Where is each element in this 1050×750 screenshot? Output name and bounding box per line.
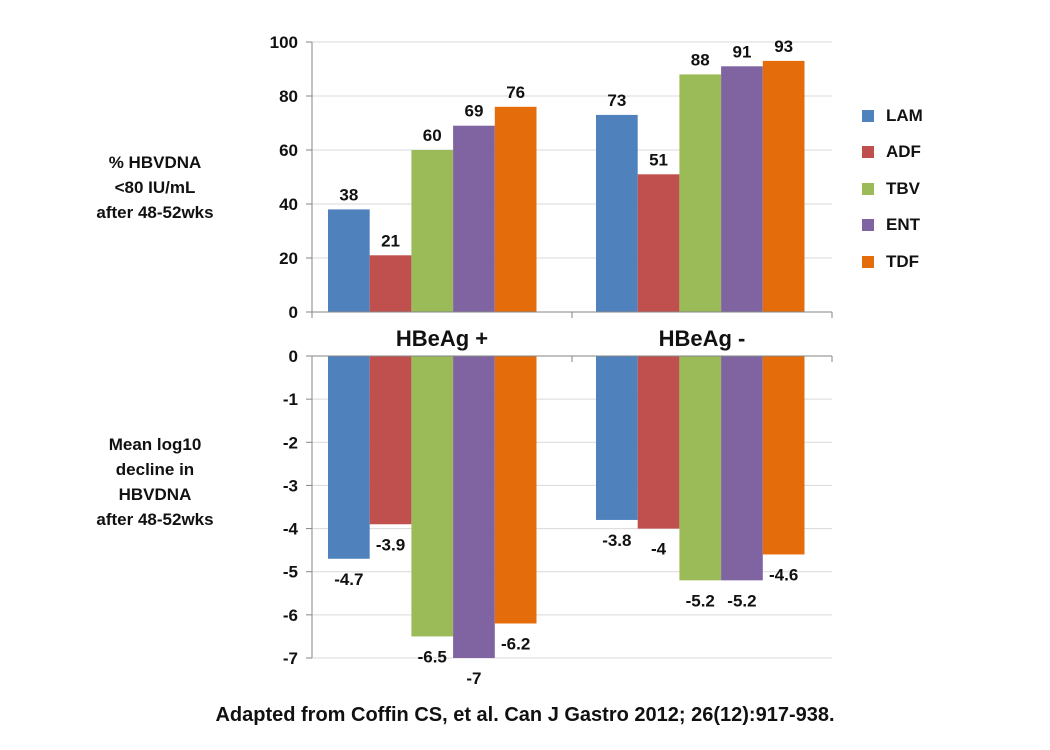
top-data-label: 38 [339, 185, 358, 204]
legend-swatch-adf [862, 146, 874, 158]
bottom-bar-tdf [494, 356, 537, 624]
bottom-data-label: -6.5 [418, 647, 447, 666]
bottom-bar-tbv [411, 356, 454, 637]
top-y-axis-title: % HBVDNA <80 IU/mL after 48-52wks [55, 150, 255, 225]
bottom-bar-lam [328, 356, 370, 559]
bottom-bar-tbv [679, 356, 722, 581]
legend-label-adf: ADF [886, 142, 921, 161]
top-y-axis-title-line: % HBVDNA [108, 153, 202, 172]
top-data-label: 88 [691, 50, 710, 69]
top-bar-lam [596, 114, 638, 313]
top-y-tick-label: 0 [289, 303, 298, 322]
top-data-label: 51 [649, 150, 668, 169]
top-bar-tbv [679, 74, 722, 313]
bottom-y-tick-label: -2 [283, 433, 298, 452]
bottom-data-label: -5.2 [686, 591, 715, 610]
top-bar-tbv [411, 150, 454, 312]
category-label: HBeAg + [396, 326, 488, 351]
top-bar-lam [328, 209, 370, 312]
top-y-tick-label: 60 [279, 141, 298, 160]
bottom-y-tick-label: -1 [283, 390, 298, 409]
bottom-y-axis-title-line: decline in [115, 460, 195, 479]
legend-swatch-ent [862, 219, 874, 231]
bottom-data-label: -4.6 [769, 565, 798, 584]
top-y-tick-label: 80 [279, 87, 298, 106]
top-bar-ent [453, 125, 495, 312]
top-data-label: 76 [506, 83, 525, 102]
top-y-tick-label: 100 [270, 33, 298, 52]
legend-label-tdf: TDF [886, 251, 920, 271]
legend-item-tbv: TBV [862, 178, 923, 199]
legend-item-adf: ADF [862, 142, 923, 163]
bottom-y-tick-label: 0 [289, 347, 298, 366]
bottom-data-label: -7 [466, 669, 481, 688]
bottom-bar-lam [596, 356, 638, 520]
top-y-axis-title-line: after 48-52wks [96, 203, 214, 222]
top-data-label: 73 [607, 91, 626, 110]
top-y-tick-label: 40 [279, 195, 298, 214]
legend-swatch-tbv [862, 182, 874, 195]
bottom-bar-ent [453, 356, 495, 658]
bottom-y-tick-label: -4 [283, 520, 299, 539]
legend-item-tdf: TDF [862, 251, 923, 272]
bottom-y-axis-title: Mean log10 decline in HBVDNA after 48-52… [55, 432, 255, 532]
top-bar-ent [721, 66, 763, 312]
top-bar-tdf [494, 106, 537, 312]
top-data-label: 93 [774, 37, 793, 56]
bottom-data-label: -4 [651, 540, 667, 559]
legend-label-lam: LAM [886, 105, 923, 125]
bottom-y-axis-title-line: HBVDNA [118, 485, 192, 504]
bottom-data-label: -4.7 [334, 570, 363, 589]
bottom-bar-tdf [762, 356, 805, 555]
bottom-bar-ent [721, 356, 763, 581]
bottom-bar-adf [637, 356, 680, 529]
bottom-y-tick-label: -5 [283, 563, 298, 582]
category-label: HBeAg - [659, 326, 746, 351]
legend-swatch-lam [862, 109, 874, 122]
bottom-y-tick-label: -6 [283, 606, 298, 625]
legend-swatch-tdf [862, 255, 874, 268]
source-citation: Adapted from Coffin CS, et al. Can J Gas… [215, 704, 835, 726]
bottom-y-tick-label: -3 [283, 476, 298, 495]
bottom-bar-adf [369, 356, 412, 525]
bottom-y-axis-title-line: Mean log10 [108, 435, 202, 454]
top-data-label: 21 [381, 231, 400, 250]
top-y-tick-label: 20 [279, 249, 298, 268]
legend-label-tbv: TBV [886, 178, 920, 198]
bottom-y-axis-title-line: after 48-52wks [96, 510, 214, 529]
legend-label-ent: ENT [886, 215, 920, 234]
legend-item-ent: ENT [862, 215, 923, 236]
bottom-data-label: -6.2 [501, 634, 530, 653]
top-bar-tdf [762, 60, 805, 313]
top-bar-adf [369, 255, 412, 312]
top-bar-adf [637, 174, 680, 312]
top-y-axis-title-line: <80 IU/mL [114, 178, 196, 197]
bottom-data-label: -3.9 [376, 535, 405, 554]
bottom-data-label: -5.2 [727, 591, 756, 610]
bottom-y-tick-label: -7 [283, 649, 298, 668]
legend-item-lam: LAM [862, 105, 923, 126]
bottom-data-label: -3.8 [602, 531, 631, 550]
legend: LAM ADF TBV ENT TDF [862, 105, 923, 288]
top-data-label: 91 [732, 42, 751, 61]
top-data-label: 60 [423, 126, 442, 145]
top-data-label: 69 [464, 102, 483, 121]
